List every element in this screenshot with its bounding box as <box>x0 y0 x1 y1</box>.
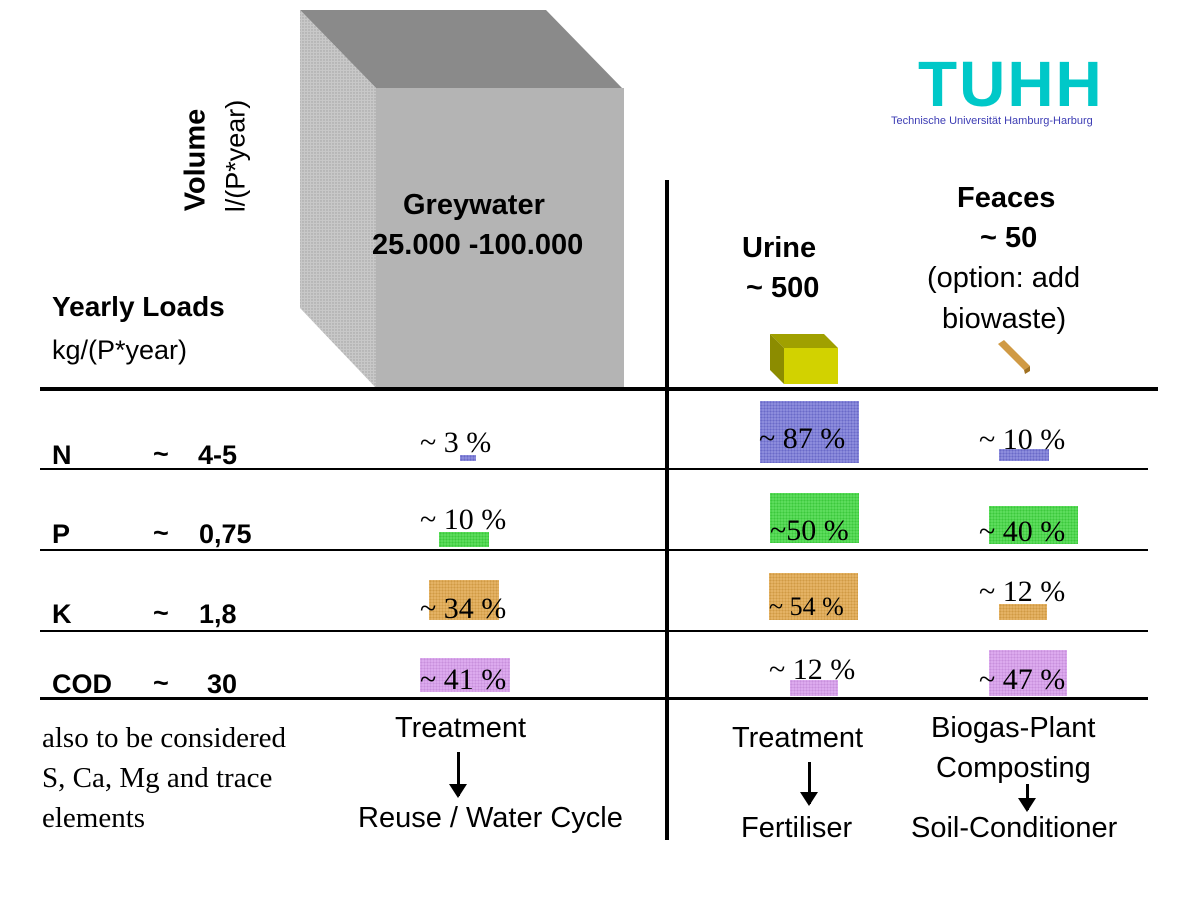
k-urine-bar <box>769 573 858 620</box>
row-cod-tilde: ~ <box>153 668 169 698</box>
yearly-loads-unit: kg/(P*year) <box>52 335 188 365</box>
cod-feaces-bar <box>989 650 1067 696</box>
row-p-value: 0,75 <box>199 519 252 549</box>
greywater-header: Greywater <box>403 189 545 221</box>
row-p-tilde: ~ <box>153 518 169 548</box>
k-feaces-bar <box>999 604 1047 620</box>
footnote-line1: also to be considered <box>42 722 287 754</box>
row-n-tilde: ~ <box>153 439 169 469</box>
row-cod-value: 30 <box>207 669 238 699</box>
vertical-divider <box>665 180 669 840</box>
urine-process-step: Treatment <box>732 722 864 754</box>
feaces-header: Feaces <box>957 182 1056 214</box>
urine-volume: ~ 500 <box>746 272 820 304</box>
footer-rule <box>40 697 1148 700</box>
row-p-name: P <box>52 519 71 549</box>
greywater-process-step: Treatment <box>395 712 527 744</box>
feaces-note-line1: (option: add <box>927 262 1081 294</box>
n-feaces-bar <box>999 449 1049 461</box>
row-n-value: 4-5 <box>198 440 238 470</box>
n-feaces-share: ~ 10 % <box>979 423 1066 456</box>
cod-greywater-share: ~ 41 % <box>420 663 507 696</box>
footnote-line3: elements <box>42 802 146 834</box>
k-greywater-share: ~ 34 % <box>420 592 507 625</box>
row-rule-3 <box>40 630 1148 632</box>
p-urine-share: ~50 % <box>770 514 849 547</box>
greywater-process-result: Reuse / Water Cycle <box>358 802 623 834</box>
feaces-process-result: Soil-Conditioner <box>911 812 1118 844</box>
feaces-note-line2: biowaste) <box>942 303 1067 335</box>
n-greywater-bar <box>460 455 476 461</box>
urine-process-result: Fertiliser <box>741 812 853 844</box>
feaces-arrow-icon <box>1018 784 1036 812</box>
k-greywater-bar <box>429 580 499 620</box>
yearly-loads-title: Yearly Loads <box>52 291 225 322</box>
tuhh-logo-subtitle: Technische Universität Hamburg-Harburg <box>891 115 1093 127</box>
feaces-volume: ~ 50 <box>980 222 1038 254</box>
feaces-process-step2: Composting <box>936 752 1091 784</box>
k-urine-share: ~ 54 % <box>769 592 844 621</box>
header-rule <box>40 387 1158 391</box>
footnote-line2: S, Ca, Mg and trace <box>42 762 273 794</box>
n-urine-share: ~ 87 % <box>759 422 846 455</box>
row-rule-1 <box>40 468 1148 470</box>
row-rule-2 <box>40 549 1148 551</box>
p-feaces-share: ~ 40 % <box>979 515 1066 548</box>
greywater-volume: 25.000 -100.000 <box>372 229 584 261</box>
row-k-name: K <box>52 599 72 629</box>
row-k-value: 1,8 <box>199 599 237 629</box>
cod-greywater-bar <box>420 658 510 692</box>
k-feaces-share: ~ 12 % <box>979 575 1066 608</box>
n-greywater-share: ~ 3 % <box>420 426 492 459</box>
urine-arrow-icon <box>800 762 818 806</box>
row-cod-name: COD <box>52 669 112 699</box>
greywater-volume-cube <box>300 10 624 388</box>
n-urine-bar <box>760 401 859 463</box>
p-urine-bar <box>770 493 859 543</box>
cod-urine-share: ~ 12 % <box>769 653 856 686</box>
feaces-process-step1: Biogas-Plant <box>931 712 1096 744</box>
cod-feaces-share: ~ 47 % <box>979 663 1066 696</box>
urine-volume-cube <box>770 334 838 384</box>
p-greywater-share: ~ 10 % <box>420 503 507 536</box>
volume-axis-title: Volume <box>179 108 212 212</box>
footnote: also to be considered S, Ca, Mg and trac… <box>42 718 286 838</box>
tuhh-logo: TUHH <box>918 52 1104 116</box>
p-greywater-bar <box>439 532 489 547</box>
tuhh-logo-text: TUHH <box>918 48 1104 120</box>
row-k-tilde: ~ <box>153 598 169 628</box>
row-n-name: N <box>52 440 72 470</box>
volume-axis-unit: l/(P*year) <box>220 99 251 213</box>
feaces-volume-bar <box>998 340 1030 374</box>
p-feaces-bar <box>989 506 1078 544</box>
cod-urine-bar <box>790 680 838 696</box>
urine-header: Urine <box>742 232 817 264</box>
greywater-arrow-icon <box>449 752 467 798</box>
